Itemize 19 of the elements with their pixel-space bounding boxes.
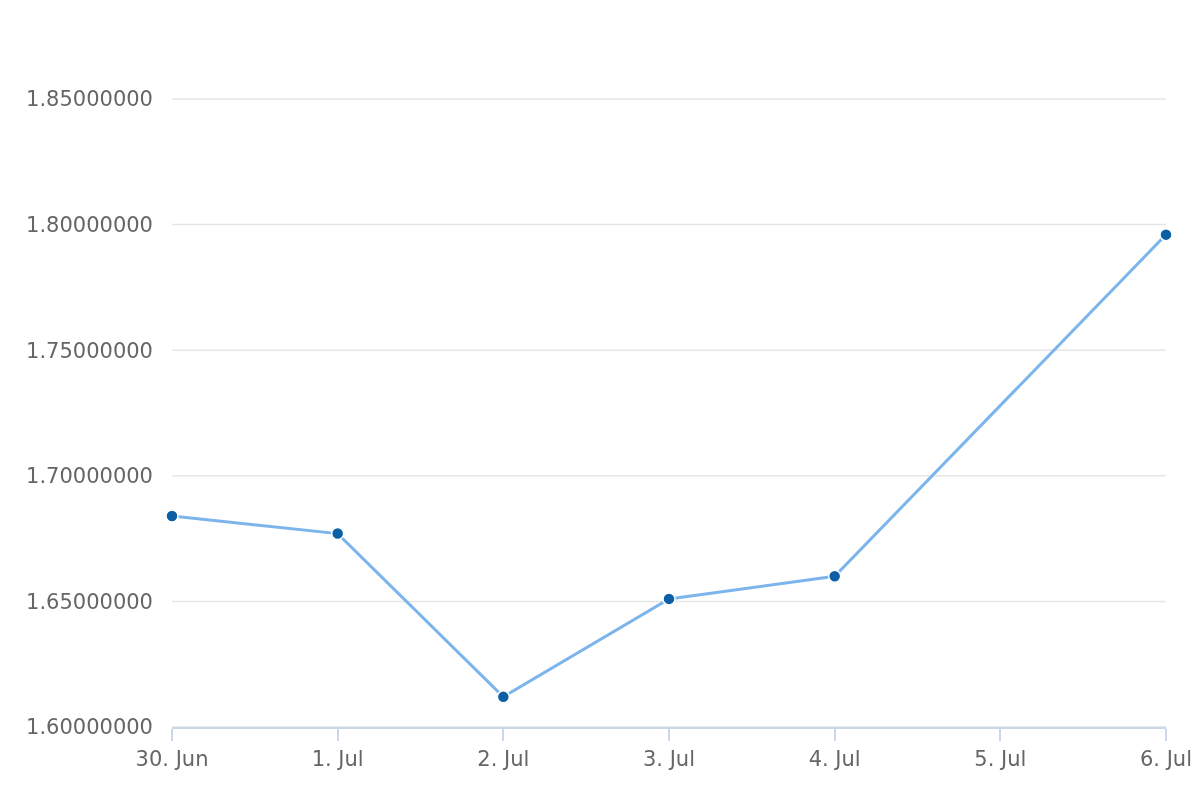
x-tick-label: 5. Jul (974, 746, 1027, 771)
x-tick-label: 4. Jul (808, 746, 861, 771)
point (165, 509, 179, 523)
x-tick-label: 1. Jul (311, 746, 364, 771)
y-tick-label: 1.80000000 (26, 212, 153, 237)
y-tick-label: 1.60000000 (26, 715, 153, 740)
y-tick-label: 1.85000000 (26, 87, 153, 112)
x-tick-label: 3. Jul (642, 746, 696, 771)
x-tick-label: 2. Jul (477, 746, 530, 771)
y-tick-label: 1.70000000 (26, 464, 153, 489)
y-tick-label: 1.65000000 (26, 589, 153, 614)
point (1159, 227, 1173, 242)
point (330, 526, 345, 541)
point (496, 690, 511, 704)
point (827, 569, 842, 584)
x-tick-label: 6. Jul (1139, 746, 1193, 771)
point (662, 592, 676, 606)
x-tick-label: 30. Jun (135, 746, 209, 771)
y-tick-label: 1.75000000 (26, 338, 153, 363)
